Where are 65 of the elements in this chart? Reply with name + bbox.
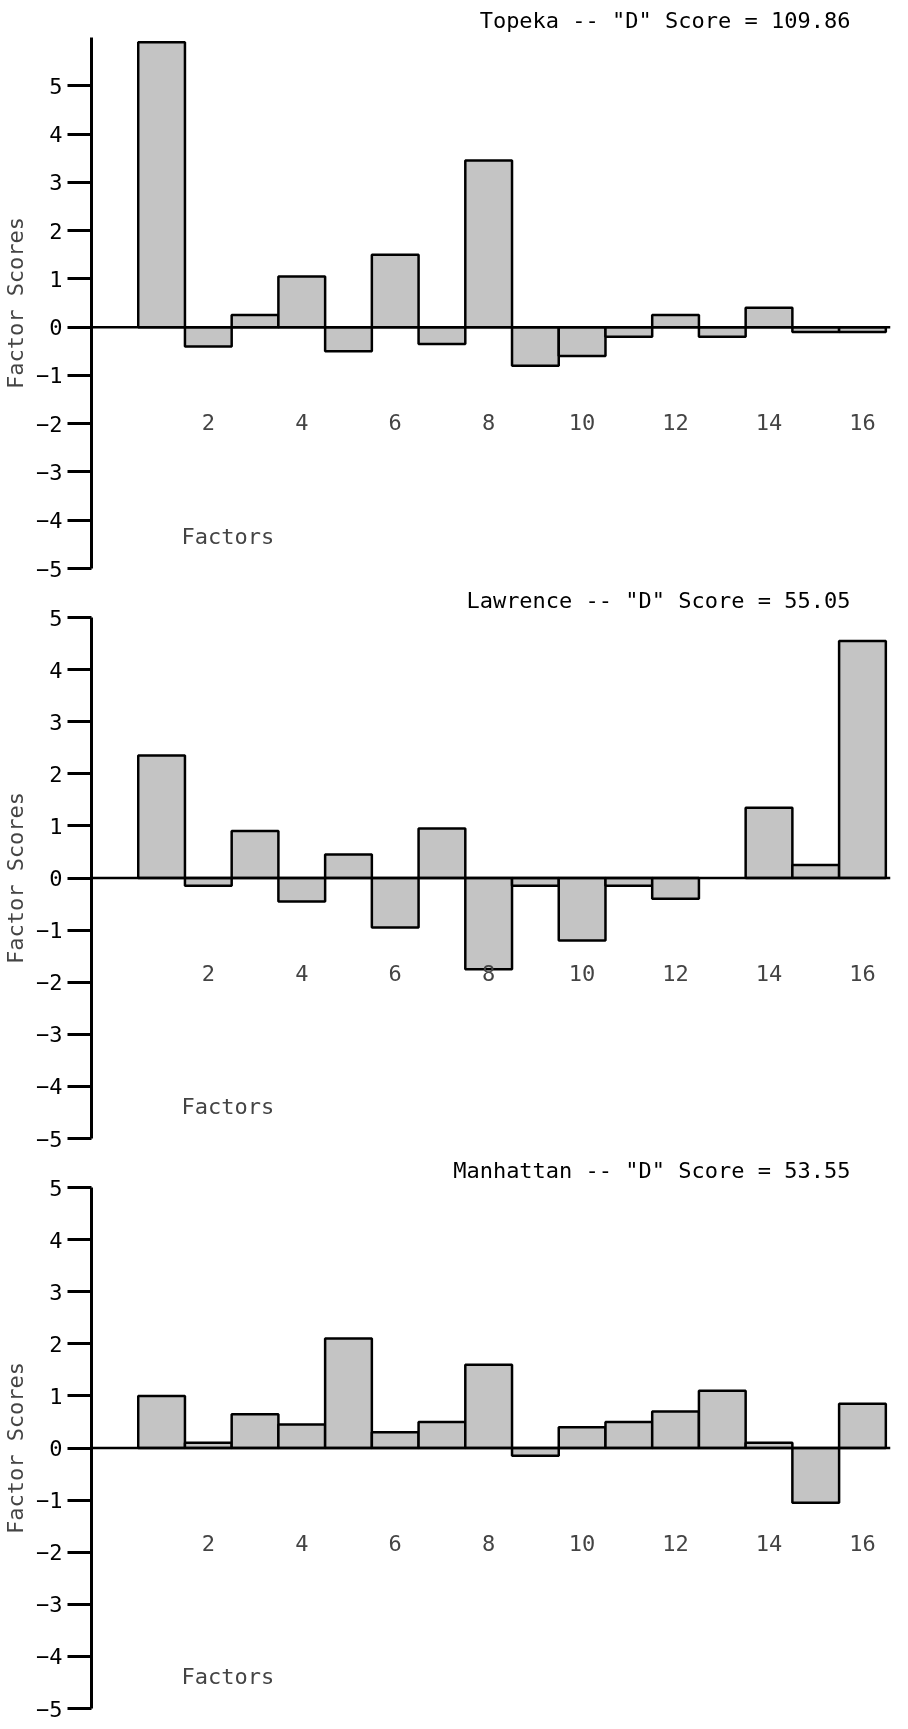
y-tick-label: 3 xyxy=(49,170,63,196)
y-tick-label: −5 xyxy=(36,1696,63,1722)
x-tick-label: 16 xyxy=(849,961,876,986)
y-tick-label: −2 xyxy=(36,411,63,437)
y-tick-label: −3 xyxy=(36,459,63,485)
x-tick-label: 12 xyxy=(662,961,689,986)
x-tick-label: 16 xyxy=(849,410,876,436)
y-tick-label: 1 xyxy=(49,1383,63,1409)
x-tick-label: 2 xyxy=(201,410,215,436)
x-tick-label: 10 xyxy=(568,1531,596,1556)
y-axis-title: Factor Scores xyxy=(3,1361,29,1535)
y-tick-label: 3 xyxy=(49,1279,63,1305)
y-tick-label: 5 xyxy=(49,605,63,631)
y-tick-label: 5 xyxy=(49,73,63,99)
x-tick-label: 4 xyxy=(295,1531,309,1556)
y-tick-label: 4 xyxy=(49,657,63,683)
y-tick-label: 4 xyxy=(49,1227,63,1253)
x-tick-label: 10 xyxy=(568,410,596,436)
x-tick-label: 2 xyxy=(201,961,215,986)
y-tick-label: −1 xyxy=(36,918,63,944)
x-tick-label: 16 xyxy=(849,1531,876,1556)
chart-title: Topeka -- "D" Score = 109.86 xyxy=(479,7,851,33)
x-tick-label: 14 xyxy=(755,1531,783,1556)
y-tick-label: 2 xyxy=(49,218,63,244)
chart-title: Manhattan -- "D" Score = 53.55 xyxy=(453,1157,851,1183)
y-tick-label: −4 xyxy=(36,508,63,534)
y-tick-label: 3 xyxy=(49,709,63,735)
x-axis-title: Factors xyxy=(181,1093,275,1119)
y-tick-label: −4 xyxy=(36,1074,63,1100)
x-tick-label: 6 xyxy=(388,961,402,986)
x-tick-label: 12 xyxy=(662,410,689,436)
x-tick-label: 6 xyxy=(388,1531,402,1556)
y-tick-label: 0 xyxy=(49,866,63,891)
y-tick-label: 4 xyxy=(49,122,63,148)
y-tick-label: −4 xyxy=(36,1644,63,1670)
x-axis-title: Factors xyxy=(181,523,275,549)
x-tick-label: 4 xyxy=(295,961,309,986)
x-tick-label: 14 xyxy=(755,410,783,436)
y-tick-label: −2 xyxy=(36,970,63,996)
x-tick-label: 4 xyxy=(295,410,309,436)
y-tick-label: −5 xyxy=(36,556,63,582)
chart-title: Lawrence -- "D" Score = 55.05 xyxy=(466,587,851,613)
y-tick-label: −1 xyxy=(36,363,63,389)
y-tick-label: −5 xyxy=(36,1126,63,1152)
x-tick-label: 6 xyxy=(388,410,402,436)
y-tick-label: −1 xyxy=(36,1488,63,1514)
x-tick-label: 8 xyxy=(482,410,496,436)
y-tick-label: −3 xyxy=(36,1022,63,1048)
y-tick-label: 0 xyxy=(49,1436,63,1461)
y-tick-label: 2 xyxy=(49,761,63,787)
y-tick-label: −2 xyxy=(36,1540,63,1566)
x-tick-label: 14 xyxy=(755,961,783,986)
x-tick-label: 10 xyxy=(568,961,596,986)
y-axis-title: Factor Scores xyxy=(3,791,29,965)
y-tick-label: 0 xyxy=(49,315,63,341)
x-tick-label: 12 xyxy=(662,1531,689,1556)
y-tick-label: 1 xyxy=(49,266,63,292)
y-tick-label: 5 xyxy=(49,1175,63,1201)
x-tick-label: 2 xyxy=(201,1531,215,1556)
y-axis-title: Factor Scores xyxy=(3,216,29,390)
y-tick-label: −3 xyxy=(36,1592,63,1618)
x-tick-label: 8 xyxy=(482,1531,496,1556)
y-tick-label: 1 xyxy=(49,813,63,839)
x-axis-title: Factors xyxy=(181,1663,275,1689)
y-tick-label: 2 xyxy=(49,1331,63,1357)
